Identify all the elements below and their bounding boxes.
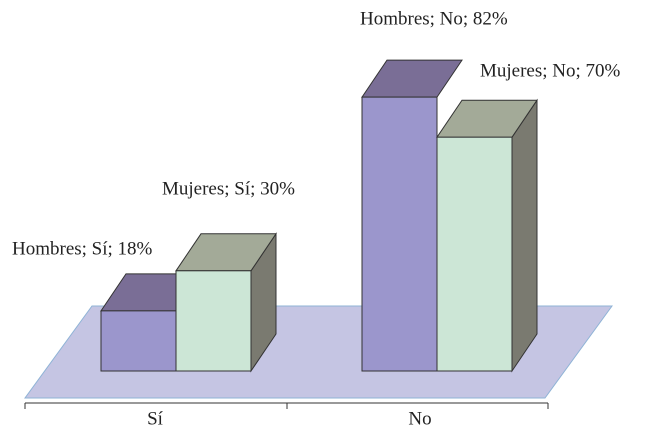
bar bbox=[100, 310, 177, 372]
data-label: Hombres; No; 82% bbox=[360, 8, 508, 29]
bar bbox=[436, 136, 513, 372]
data-label: Mujeres; No; 70% bbox=[480, 60, 621, 81]
bar bbox=[175, 270, 252, 372]
data-label: Mujeres; Sí; 30% bbox=[162, 178, 295, 199]
bar bbox=[361, 96, 438, 372]
bar-side bbox=[511, 98, 538, 373]
x-tick-label: No bbox=[408, 408, 431, 429]
x-tick-label: Sí bbox=[147, 408, 164, 429]
data-label: Hombres; Sí; 18% bbox=[12, 238, 153, 259]
bar-top bbox=[361, 59, 463, 98]
